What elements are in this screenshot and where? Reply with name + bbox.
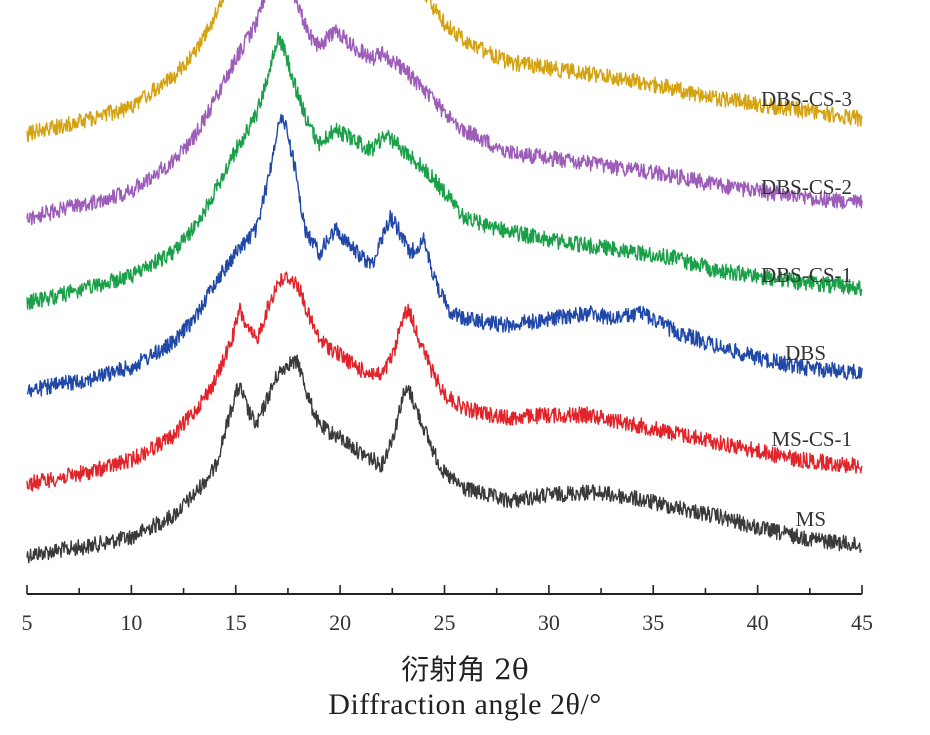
x-tick-label: 10 (120, 610, 142, 635)
series-line-dbs-cs-3 (26, 0, 863, 143)
series-line-dbs-cs-1 (26, 31, 863, 311)
series-label-ms: MS (796, 507, 826, 531)
x-tick-label: 20 (329, 610, 351, 635)
x-tick-label: 35 (642, 610, 664, 635)
series-line-ms (26, 354, 863, 564)
series-label-dbs-cs-3: DBS-CS-3 (761, 87, 852, 111)
series-line-dbs (26, 113, 863, 398)
series-label-dbs-cs-1: DBS-CS-1 (761, 263, 852, 287)
series-label-dbs: DBS (785, 341, 826, 365)
x-tick-label: 5 (22, 610, 33, 635)
series-label-dbs-cs-2: DBS-CS-2 (761, 175, 852, 199)
x-axis-label-chinese: 衍射角 2θ (401, 653, 529, 686)
series-line-ms-cs-1 (26, 271, 863, 492)
x-tick-label: 30 (538, 610, 560, 635)
x-tick-label: 25 (434, 610, 456, 635)
series-line-dbs-cs-2 (26, 0, 863, 226)
x-tick-label: 40 (747, 610, 769, 635)
xrd-chart: MS MS-CS-1 DBS DBS-CS-1 DBS-CS-2 DBS-CS-3 5 10 1… (22, 0, 873, 635)
series-label-ms-cs-1: MS-CS-1 (771, 427, 852, 451)
x-tick-label: 15 (225, 610, 247, 635)
x-tick-label: 45 (851, 610, 873, 635)
x-axis-label: Diffraction angle 2θ/° (328, 688, 602, 721)
